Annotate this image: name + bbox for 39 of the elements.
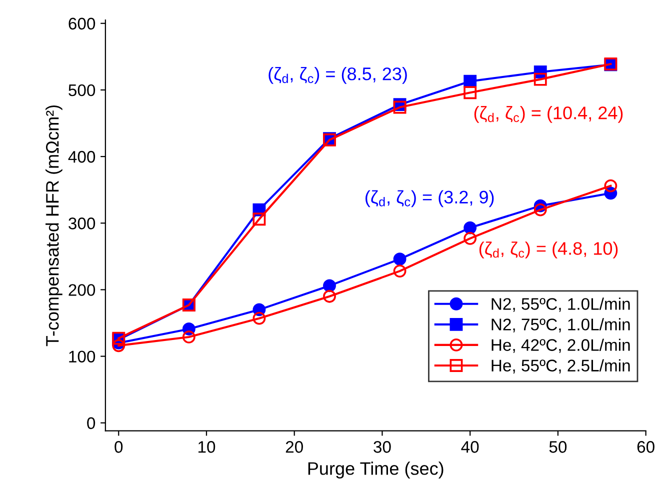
point [252,312,266,325]
point [393,264,406,278]
x-tick-label: 50 [549,441,567,453]
legend-label: He, 42ºC, 2.0L/min [492,338,630,353]
x-tick-label: 30 [374,441,391,453]
annotation: (ζ$_{d}$, ζ$_{c}$) = (3.2, 9) [366,190,494,208]
point [393,252,406,266]
x-tick-label: 0 [114,441,123,453]
point [464,221,477,234]
legend-label: N2, 55ºC, 1.0L/min [492,298,630,312]
point [393,100,406,114]
point [534,72,547,86]
x-axis-title: Purge Time (sec) [308,462,444,479]
point [323,279,336,292]
point [112,339,126,352]
y-tick-label: 600 [68,18,96,30]
y-tick-label: 200 [68,284,96,296]
y-tick-label: 100 [69,350,96,362]
y-axis-title: T-compensated HFR (mΩcm²) [46,105,62,346]
x-tick-label: 10 [198,441,216,453]
annotation: (ζ$_{d}$, ζ$_{c}$) = (8.5, 23) [268,67,407,84]
x-tick-label: 20 [286,441,303,453]
annotation: (ζ$_{d}$, ζ$_{c}$) = (10.4, 24) [474,106,623,123]
annotation: (ζ$_{d}$, ζ$_{c}$) = (4.8, 10) [479,242,618,258]
point [182,330,196,344]
point [323,290,336,303]
legend-label: N2, 75ºC, 1.0L/min [492,318,630,332]
legend-label: He, 55ºC, 2.5L/min [492,359,630,374]
point [604,179,618,192]
point [252,212,266,226]
point [464,232,477,245]
y-tick-label: 400 [68,150,96,163]
y-tick-label: 500 [68,84,96,96]
y-tick-label: 0 [87,417,96,430]
x-tick-label: 60 [637,441,654,453]
y-tick-label: 300 [68,218,96,230]
point [464,86,477,100]
x-tick-label: 40 [461,441,479,453]
point [534,203,547,216]
